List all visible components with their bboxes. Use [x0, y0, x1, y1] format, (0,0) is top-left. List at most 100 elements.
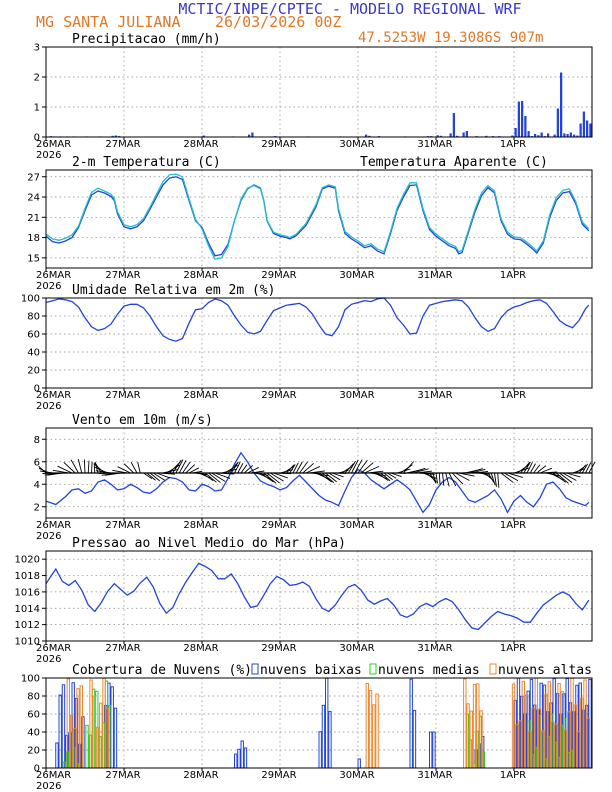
wind-arrow	[91, 461, 93, 474]
x-tick-label: 30MAR	[339, 390, 374, 401]
wind-arrow	[354, 459, 363, 474]
y-tick-label: 1	[34, 103, 40, 114]
wind-arrow	[149, 472, 161, 482]
wind-arrow	[344, 463, 354, 474]
y-tick-label: 6	[34, 457, 40, 468]
precip-bar	[534, 134, 537, 137]
wind-arrow	[57, 465, 73, 474]
wind-arrow	[286, 464, 295, 474]
x-tick-label: 28MAR	[183, 270, 218, 281]
precip-bar	[452, 113, 455, 137]
wind-arrow	[438, 472, 441, 485]
main-title: MCTIC/INPE/CPTEC - MODELO REGIONAL WRF	[178, 0, 521, 18]
y-tick-label: 80	[27, 692, 40, 703]
precip-bar	[456, 135, 459, 137]
wind-arrow	[93, 462, 96, 474]
precip-bar	[439, 135, 442, 137]
wind-arrow	[347, 461, 356, 474]
wind-arrow	[468, 468, 483, 474]
panel-frame	[45, 550, 593, 642]
wind-arrow	[387, 472, 397, 479]
wind-arrow	[471, 468, 486, 474]
precip-bar	[202, 135, 205, 137]
x-year-label: 2026	[36, 281, 61, 292]
wind-arrow	[83, 459, 86, 474]
cloud-bar-nuvens-baixas	[328, 711, 332, 769]
x-tick-label: 26MAR	[36, 643, 71, 654]
wind-arrow	[137, 462, 141, 474]
x-tick-label: 29MAR	[261, 520, 296, 531]
x-tick-label: 30MAR	[339, 643, 374, 654]
wind-arrow	[77, 458, 83, 474]
x-tick-label: 26MAR	[36, 390, 71, 401]
cloud-bar-nuvens-baixas	[412, 710, 417, 769]
wind-arrow	[273, 472, 288, 479]
wind-arrow	[130, 461, 138, 474]
cloud-bar-nuvens-altas	[368, 690, 373, 769]
cloud-bar-nuvens-baixas	[243, 747, 248, 769]
precip-bar	[517, 101, 520, 137]
legend-box	[489, 663, 497, 675]
panel-title: Vento em 10m (m/s)	[72, 413, 213, 428]
panel-title: Umidade Relativa em 2m (%)	[72, 283, 276, 298]
wind-arrow	[432, 472, 437, 484]
panel-frame	[45, 46, 593, 138]
wind-arrow	[318, 472, 333, 483]
cloud-bar-nuvens-altas	[372, 704, 376, 769]
y-tick-label: 40	[27, 348, 40, 359]
wind-arrow	[234, 461, 241, 474]
precip-bar	[527, 131, 530, 137]
wind-arrow	[299, 461, 308, 474]
wind-arrow	[494, 472, 497, 487]
wind-arrow	[562, 472, 577, 481]
x-tick-label: 26MAR	[36, 270, 71, 281]
x-tick-label: 29MAR	[261, 139, 296, 150]
wind-arrow	[539, 467, 553, 474]
x-tick-label: 1APR	[500, 770, 526, 781]
wind-arrow	[175, 459, 184, 474]
cloud-bar-nuvens-baixas	[409, 678, 413, 769]
panel-title: Precipitacao (mm/h)	[72, 32, 221, 47]
wind-arrow	[289, 464, 296, 474]
x-tick-label: 1APR	[500, 390, 526, 401]
wind-arrow	[153, 472, 165, 481]
x-tick-label: 28MAR	[183, 520, 218, 531]
wind-arrow	[559, 472, 573, 484]
wind-arrow	[321, 472, 335, 483]
y-tick-label: 0	[34, 764, 40, 775]
cloud-bar-nuvens-baixas	[429, 731, 433, 769]
x-tick-label: 31MAR	[417, 270, 452, 281]
x-tick-label: 1APR	[500, 643, 526, 654]
x-tick-label: 30MAR	[339, 770, 374, 781]
precip-bar	[248, 134, 251, 137]
wind-arrow	[227, 462, 239, 474]
precip-bar	[579, 123, 582, 137]
y-tick-label: 1010	[15, 637, 40, 648]
panel-frame	[45, 677, 593, 769]
wind-arrow	[156, 472, 171, 479]
x-tick-label: 28MAR	[183, 643, 218, 654]
y-tick-label: 4	[34, 480, 40, 491]
x-tick-label: 27MAR	[105, 270, 140, 281]
x-tick-label: 1APR	[500, 520, 526, 531]
x-year-label: 2026	[36, 781, 61, 792]
y-tick-label: 8	[34, 435, 40, 446]
wind-arrow	[565, 472, 581, 478]
wind-arrow	[201, 472, 214, 482]
cloud-bar-nuvens-baixas	[237, 748, 241, 769]
precip-bar	[465, 131, 468, 137]
x-tick-label: 29MAR	[261, 770, 296, 781]
legend-label: Temperatura Aparente (C)	[360, 155, 548, 170]
wind-arrow	[270, 472, 284, 482]
wind-arrow	[295, 461, 303, 474]
wind-arrow	[146, 472, 156, 481]
x-year-label: 2026	[36, 401, 61, 412]
x-tick-label: 26MAR	[36, 139, 71, 150]
x-tick-label: 27MAR	[105, 139, 140, 150]
wind-arrow	[487, 472, 495, 484]
wind-arrow	[305, 466, 321, 474]
wind-arrow	[70, 459, 79, 474]
cloud-bar-nuvens-baixas	[318, 731, 322, 769]
x-tick-label: 27MAR	[105, 770, 140, 781]
